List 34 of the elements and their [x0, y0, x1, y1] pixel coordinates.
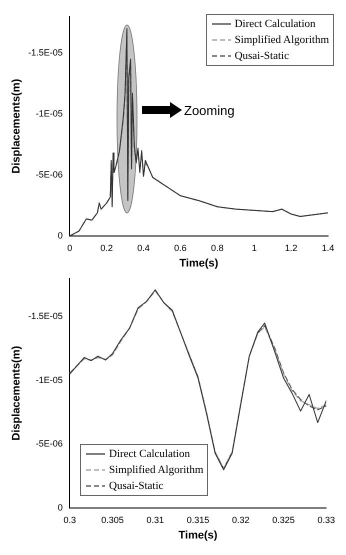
x-tick-label: 0.6 [174, 242, 187, 253]
y-tick-label: -1.5E-05 [28, 311, 63, 322]
legend-label: Direct Calculation [109, 447, 190, 462]
legend-label: Simplified Algorithm [109, 463, 204, 478]
y-tick-label: -1E-05 [36, 374, 63, 385]
x-tick-label: 0.4 [137, 242, 150, 253]
legend-label: Qusai-Static [234, 49, 289, 64]
x-tick-label: 1.4 [322, 242, 334, 253]
x-tick-label: 0.325 [272, 514, 295, 525]
x-axis-title: Time(s) [179, 257, 219, 270]
x-tick-label: 1.2 [284, 242, 298, 253]
y-axis-title: Displacements(m) [10, 78, 23, 174]
legend-label: Direct Calculation [234, 17, 316, 32]
x-tick-label: 0 [67, 242, 72, 253]
y-tick-label: -1E-05 [36, 108, 63, 118]
y-axis-title: Displacements(m) [10, 345, 23, 441]
x-axis-title: Time(s) [178, 529, 218, 542]
y-tick-label: -1.5E-05 [28, 47, 63, 58]
x-tick-label: 0.2 [100, 242, 113, 253]
x-tick-label: 0.33 [317, 514, 336, 525]
annotation: Zooming [184, 102, 235, 118]
x-tick-label: 0.3 [63, 514, 76, 525]
x-tick-label: 0.305 [101, 514, 124, 525]
legend-label: Qusai-Static [109, 479, 164, 494]
x-tick-label: 0.8 [211, 242, 224, 253]
y-tick-label: -5E-06 [36, 169, 63, 180]
x-tick-label: 0.32 [232, 514, 250, 525]
x-tick-label: 0.31 [146, 514, 164, 525]
y-tick-label: 0 [58, 230, 63, 240]
y-tick-label: -5E-06 [36, 438, 63, 449]
y-tick-label: 0 [58, 502, 63, 512]
x-tick-label: 1 [252, 242, 257, 253]
legend-label: Simplified Algorithm [234, 33, 329, 48]
x-tick-label: 0.315 [186, 514, 210, 525]
